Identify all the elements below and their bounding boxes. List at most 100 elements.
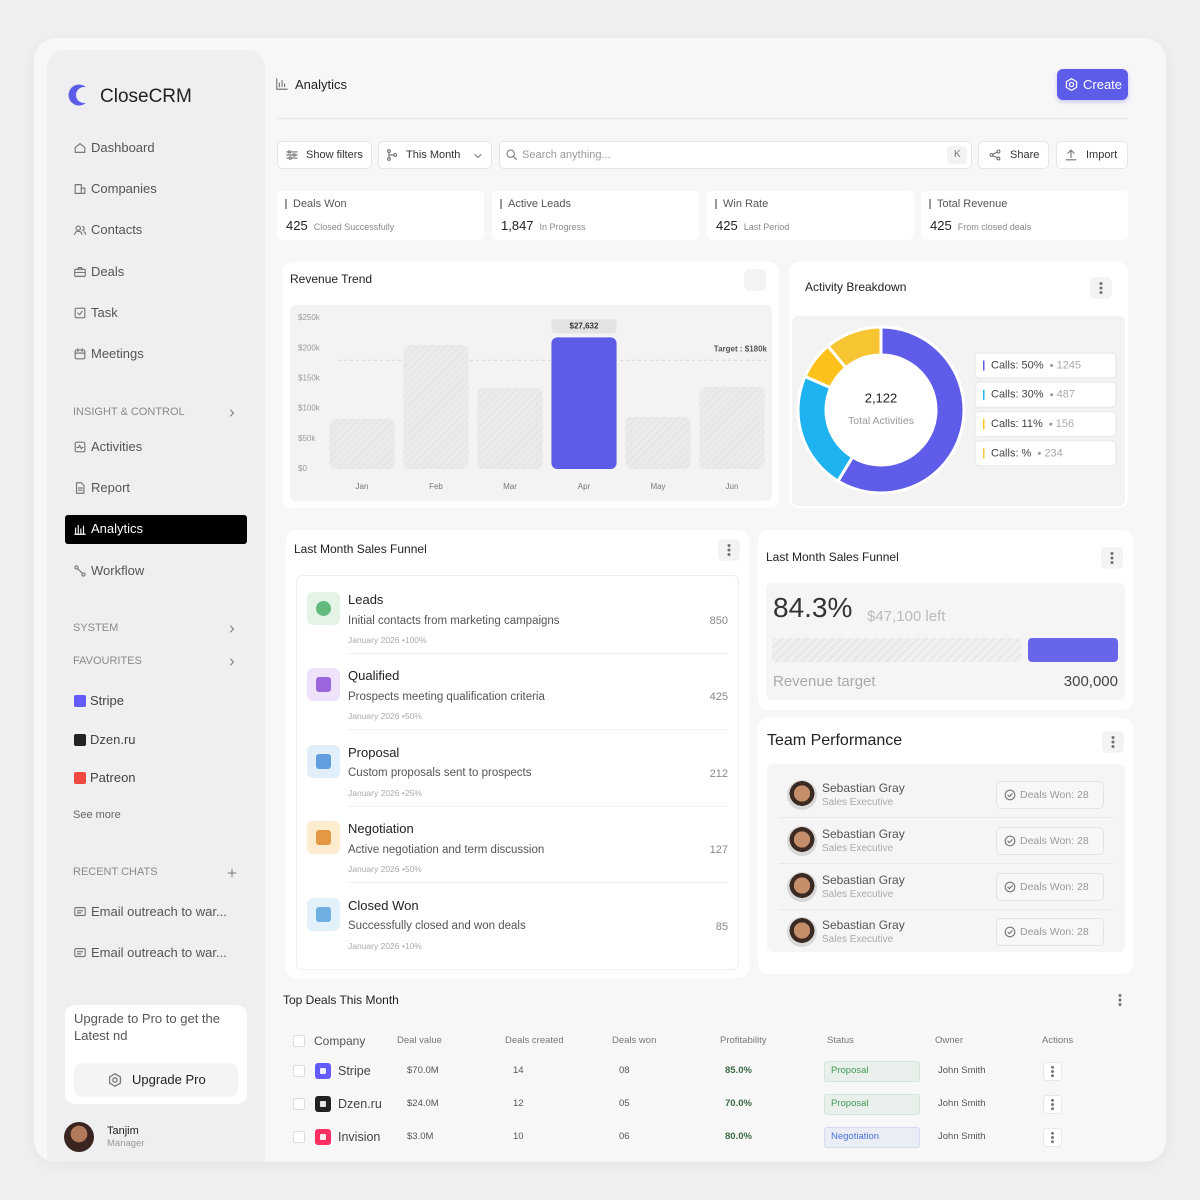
- action-icon: [1045, 1097, 1060, 1112]
- cell: 80.0%: [725, 1131, 752, 1142]
- funnel-description: Active negotiation and term discussion: [348, 843, 545, 856]
- checkbox[interactable]: [293, 1098, 305, 1110]
- upgrade-button[interactable]: [74, 1063, 238, 1097]
- nav-icon: [73, 347, 87, 361]
- column-header: Deals won: [612, 1035, 657, 1046]
- funnel-description: Successfully closed and won deals: [348, 920, 526, 933]
- nav-item[interactable]: Workflow: [91, 562, 145, 578]
- nav-item[interactable]: Deals: [91, 263, 125, 279]
- badge-icon: [1003, 834, 1017, 848]
- kpi-row: 425 Closed Successfully: [286, 216, 476, 236]
- checkbox[interactable]: [293, 1035, 305, 1047]
- user-name: Tanjim: [107, 1125, 139, 1137]
- nav-item[interactable]: Activities: [91, 439, 143, 454]
- funnel-icon: [307, 821, 340, 855]
- cell: John Smith: [938, 1098, 986, 1109]
- cell: $24.0M: [407, 1098, 439, 1109]
- section-title: INSIGHT & CONTROL: [73, 406, 185, 418]
- period-label[interactable]: This Month: [406, 149, 461, 161]
- menu-button: [1104, 550, 1120, 566]
- kpi-row: 425 From closed deals: [930, 216, 1120, 236]
- funnel-meta: January 2026 •50%: [348, 711, 422, 722]
- status-pill: [824, 1061, 920, 1082]
- member-avatar: [787, 871, 817, 902]
- member-avatar: [787, 825, 817, 856]
- chat-icon: [73, 946, 87, 960]
- period-icon: [385, 148, 399, 162]
- badge-icon: [1003, 925, 1017, 939]
- nav-icon: [73, 440, 87, 454]
- user-role: Manager: [107, 1138, 145, 1149]
- funnel-meta: January 2026 •25%: [348, 787, 422, 798]
- column-header: Deal value: [397, 1035, 442, 1046]
- filters-icon: [285, 148, 299, 162]
- share-button[interactable]: [978, 141, 1049, 169]
- checkbox[interactable]: [293, 1065, 305, 1077]
- funnel-name: Negotiation: [348, 821, 414, 837]
- nav-item[interactable]: Report: [91, 480, 131, 496]
- funnel-glyph: [316, 753, 331, 769]
- filters-label[interactable]: Show filters: [306, 149, 363, 161]
- separator: [779, 908, 1113, 910]
- import-button[interactable]: [1056, 141, 1128, 169]
- column-header: Status: [827, 1035, 854, 1046]
- nav-item[interactable]: Analytics: [91, 521, 144, 537]
- kpi-marker: [715, 199, 717, 209]
- column-header: Profitability: [720, 1035, 767, 1046]
- nav-item[interactable]: Dashboard: [91, 140, 155, 155]
- search-placeholder[interactable]: Search anything...: [522, 149, 611, 161]
- funnel-name: Closed Won: [348, 897, 419, 913]
- kpi-note: In Progress: [539, 222, 586, 232]
- create-label[interactable]: Create: [1083, 77, 1123, 92]
- nav-item[interactable]: Contacts: [91, 222, 143, 238]
- status-pill: [824, 1127, 920, 1148]
- see-more[interactable]: See more: [73, 809, 121, 821]
- kpi-value: 425: [286, 218, 308, 233]
- cell: Dzen.ru: [338, 1097, 382, 1111]
- funnel-icon: [307, 897, 340, 931]
- favourite-item[interactable]: Stripe: [90, 693, 124, 708]
- funnel-count: 212: [709, 767, 728, 780]
- favourite-item[interactable]: Patreon: [90, 770, 136, 785]
- kpi-card: [492, 191, 699, 240]
- nav-item[interactable]: Companies: [91, 181, 157, 197]
- deals-badge: [996, 826, 1104, 855]
- funnel-name: Leads: [348, 592, 384, 607]
- cell: 05: [619, 1098, 630, 1109]
- funnel-icon: [307, 592, 340, 625]
- share-label[interactable]: Share: [1010, 149, 1040, 161]
- status-pill: [824, 1094, 920, 1115]
- import-label[interactable]: Import: [1086, 149, 1118, 161]
- target-fill: [1028, 638, 1118, 662]
- favourite-icon: [74, 772, 86, 784]
- chart-title: Revenue Trend: [290, 272, 373, 286]
- nav-item[interactable]: Task: [91, 304, 118, 320]
- section-title: RECENT CHATS: [73, 866, 158, 878]
- menu-button: [1112, 992, 1128, 1008]
- upgrade-label[interactable]: Upgrade Pro: [132, 1072, 206, 1087]
- kpi-row: 425 Last Period: [716, 216, 906, 236]
- checkbox[interactable]: [293, 1131, 305, 1143]
- company-glyph: [320, 1134, 326, 1140]
- separator: [348, 882, 728, 884]
- column-header: Company: [314, 1034, 366, 1048]
- favourite-item[interactable]: Dzen.ru: [90, 731, 136, 747]
- chat-item[interactable]: Email outreach to war...: [91, 945, 227, 960]
- separator: [348, 805, 728, 807]
- cell: John Smith: [938, 1065, 986, 1076]
- share-icon: [988, 148, 1002, 162]
- search-input[interactable]: [499, 141, 972, 169]
- chat-item[interactable]: Email outreach to war...: [91, 904, 227, 919]
- deals-badge-label: Deals Won: 28: [1020, 880, 1089, 893]
- kpi-card: [707, 191, 914, 240]
- funnel-description: Custom proposals sent to prospects: [348, 767, 532, 780]
- nav-icon: [73, 564, 87, 578]
- upgrade-text: Upgrade to Pro to get the Latest nd: [74, 1011, 220, 1043]
- upgrade-icon: [107, 1072, 123, 1088]
- create-icon: [1064, 77, 1079, 92]
- deals-badge: [996, 781, 1104, 809]
- nav-item[interactable]: Meetings: [91, 346, 144, 361]
- funnel-meta: January 2026 •10%: [348, 940, 422, 951]
- action-icon: [1045, 1064, 1060, 1079]
